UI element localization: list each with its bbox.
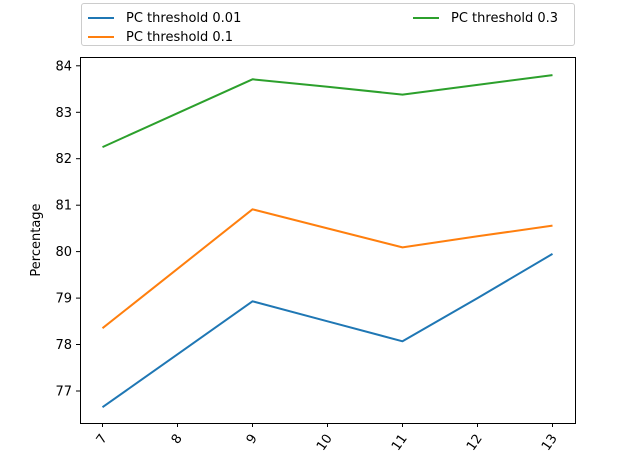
y-tick-label: 82	[55, 152, 72, 167]
y-tick-label: 83	[55, 106, 72, 121]
y-tick-label: 78	[55, 338, 72, 353]
x-tick-label: 8	[169, 432, 186, 447]
x-tick-label: 11	[389, 432, 411, 454]
x-tick-label: 7	[94, 432, 111, 447]
y-tick-label: 77	[55, 385, 72, 400]
legend-entry-pc-threshold-0-1: PC threshold 0.1	[88, 29, 233, 45]
legend-line-swatch-green	[413, 17, 439, 19]
legend-label: PC threshold 0.01	[126, 10, 242, 26]
legend-entry-pc-threshold-0-3: PC threshold 0.3	[413, 10, 558, 26]
x-tick-label: 12	[464, 432, 486, 454]
series-line-pc-threshold-0-3	[102, 74, 553, 149]
axes-frame	[80, 57, 576, 424]
x-tick-label: 13	[539, 432, 561, 454]
y-axis-label: Percentage	[29, 203, 44, 276]
legend-line-swatch-orange	[88, 36, 114, 38]
y-tick-label: 80	[55, 245, 72, 260]
x-tick-label: 9	[244, 432, 261, 447]
legend-entry-pc-threshold-0-01: PC threshold 0.01	[88, 10, 241, 26]
series-line-pc-threshold-0-01	[101, 253, 554, 409]
legend-label: PC threshold 0.3	[451, 10, 559, 26]
x-tick-label: 10	[314, 432, 336, 454]
series-line-pc-threshold-0-1	[101, 208, 553, 329]
legend-label: PC threshold 0.1	[126, 29, 234, 45]
legend-box: PC threshold 0.01 PC threshold 0.1 PC th…	[81, 3, 575, 46]
y-tick-label: 81	[55, 199, 72, 214]
y-tick-label: 84	[55, 59, 72, 74]
legend-line-swatch-blue	[88, 17, 114, 19]
y-tick-label: 79	[55, 292, 72, 307]
